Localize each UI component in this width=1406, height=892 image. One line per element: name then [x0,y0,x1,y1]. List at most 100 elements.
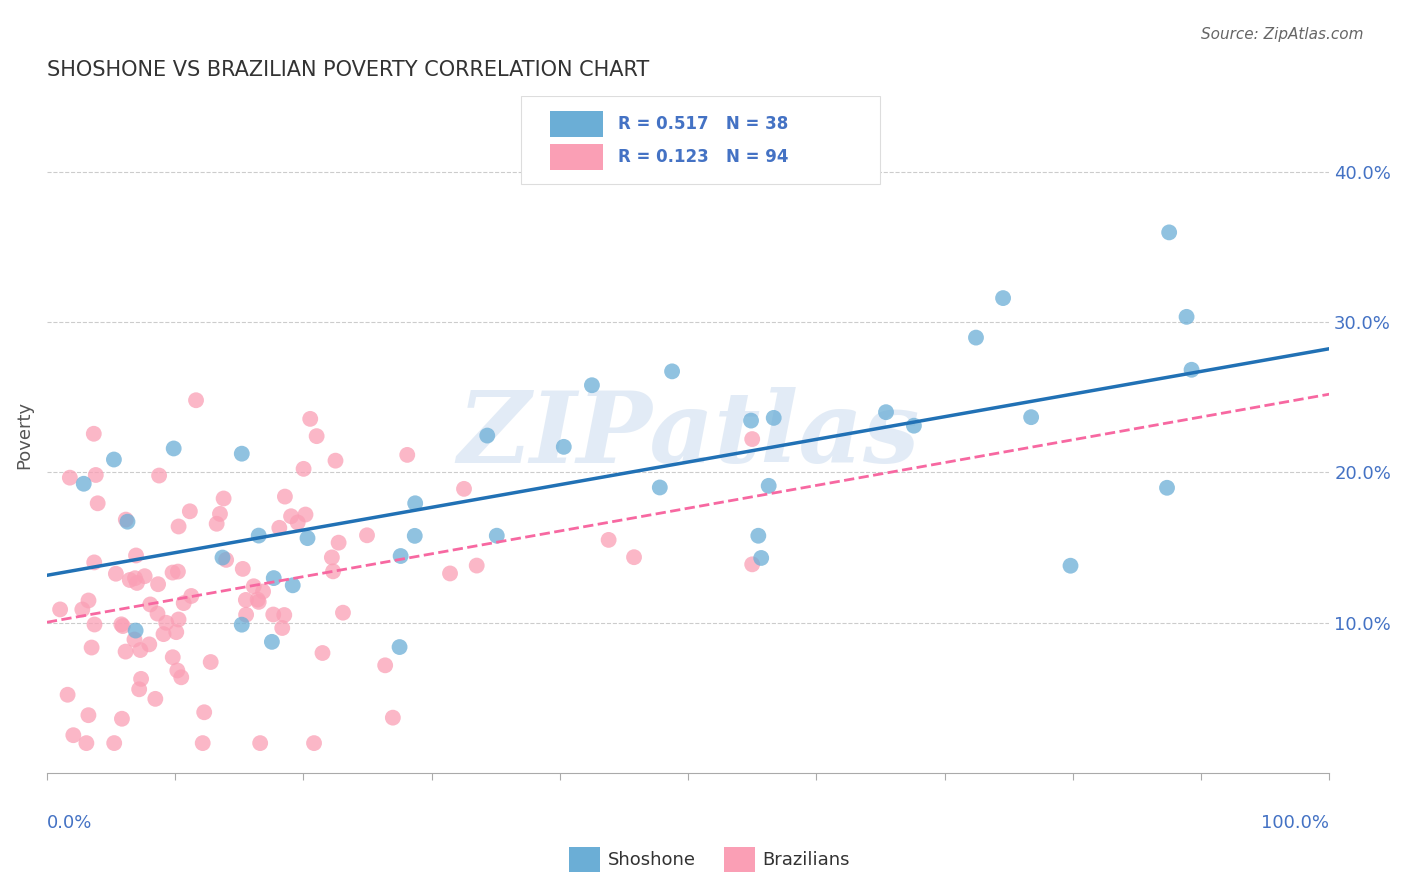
Point [49,602,72,616]
Point [741,432,763,446]
Point [146,607,169,621]
Point [903,418,925,433]
Point [246,592,269,607]
Point [165,625,187,640]
Point [623,550,645,565]
Point [749,551,772,566]
Point [321,550,343,565]
Point [77,708,100,723]
Point [114,513,136,527]
Point [184,393,207,408]
FancyBboxPatch shape [522,96,880,185]
Point [271,621,294,635]
Point [311,646,333,660]
Point [389,549,412,563]
Point [1159,226,1181,240]
FancyBboxPatch shape [550,112,603,137]
Point [231,617,253,632]
Point [77,593,100,607]
Point [148,468,170,483]
Point [648,480,671,494]
Point [166,664,188,678]
Point [83,617,105,632]
Point [388,640,411,654]
Point [465,558,488,573]
Point [167,519,190,533]
Point [453,482,475,496]
Point [598,533,620,547]
Point [138,637,160,651]
Point [762,410,785,425]
Point [73,476,96,491]
Point [86,496,108,510]
Point [104,566,127,581]
Point [180,589,202,603]
Point [991,291,1014,305]
Point [129,672,152,686]
Point [247,528,270,542]
Point [741,558,763,572]
Text: R = 0.123   N = 94: R = 0.123 N = 94 [617,148,787,166]
Text: ZIPatlas: ZIPatlas [457,386,920,483]
Point [211,550,233,565]
Point [297,531,319,545]
Point [212,491,235,506]
Point [232,562,254,576]
Point [208,507,231,521]
Point [381,711,404,725]
Point [328,535,350,549]
Point [302,736,325,750]
Point [162,650,184,665]
Point [247,595,270,609]
Point [287,516,309,530]
Text: R = 0.517   N = 38: R = 0.517 N = 38 [617,115,787,133]
Point [59,470,82,484]
Point [1175,310,1198,324]
Point [299,412,322,426]
Point [155,615,177,630]
Point [242,579,264,593]
Point [292,462,315,476]
Point [110,617,132,632]
Point [252,584,274,599]
Point [235,607,257,622]
Point [146,577,169,591]
Text: Source: ZipAtlas.com: Source: ZipAtlas.com [1201,27,1364,42]
Point [139,598,162,612]
Point [193,705,215,719]
Point [1180,363,1202,377]
Point [740,414,762,428]
Point [332,606,354,620]
Point [747,529,769,543]
Point [274,490,297,504]
Point [205,516,228,531]
Point [305,429,328,443]
Point [280,509,302,524]
Point [152,627,174,641]
Point [661,364,683,378]
Point [1059,558,1081,573]
Point [162,566,184,580]
Point [1156,481,1178,495]
Point [269,521,291,535]
Point [200,655,222,669]
Y-axis label: Poverty: Poverty [15,401,32,469]
Point [263,571,285,585]
Point [356,528,378,542]
Point [143,691,166,706]
Point [80,640,103,655]
Text: 0.0%: 0.0% [46,814,93,832]
Point [83,426,105,441]
Point [273,607,295,622]
Point [322,565,344,579]
Point [62,728,84,742]
Point [72,602,94,616]
Point [485,529,508,543]
Point [75,736,97,750]
Point [124,632,146,647]
Point [56,688,79,702]
Point [134,569,156,583]
Text: SHOSHONE VS BRAZILIAN POVERTY CORRELATION CHART: SHOSHONE VS BRAZILIAN POVERTY CORRELATIO… [46,60,650,79]
Point [167,565,190,579]
Point [128,682,150,697]
